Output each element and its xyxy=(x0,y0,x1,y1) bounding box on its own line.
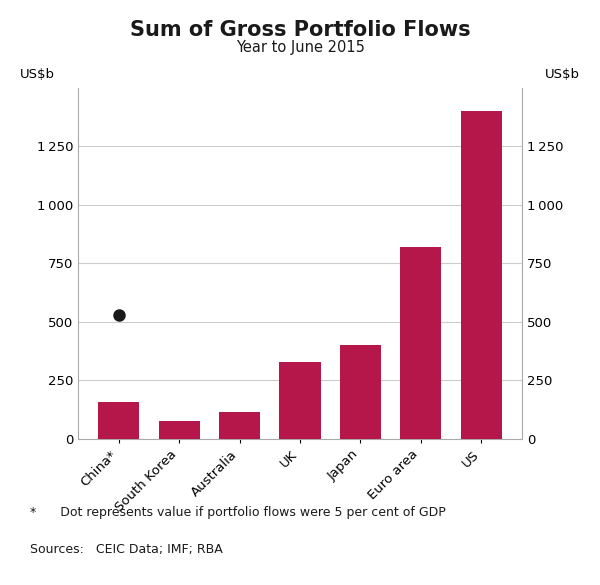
Bar xyxy=(340,345,381,439)
Bar xyxy=(280,362,320,439)
Bar xyxy=(400,247,442,439)
Text: Year to June 2015: Year to June 2015 xyxy=(236,40,364,55)
Text: US$b: US$b xyxy=(20,68,55,81)
Bar xyxy=(461,111,502,439)
Text: Sum of Gross Portfolio Flows: Sum of Gross Portfolio Flows xyxy=(130,20,470,40)
Text: Sources:   CEIC Data; IMF; RBA: Sources: CEIC Data; IMF; RBA xyxy=(30,543,223,556)
Text: US$b: US$b xyxy=(545,68,580,81)
Text: *      Dot represents value if portfolio flows were 5 per cent of GDP: * Dot represents value if portfolio flow… xyxy=(30,506,446,519)
Bar xyxy=(158,421,200,439)
Bar xyxy=(98,402,139,439)
Bar xyxy=(219,412,260,439)
